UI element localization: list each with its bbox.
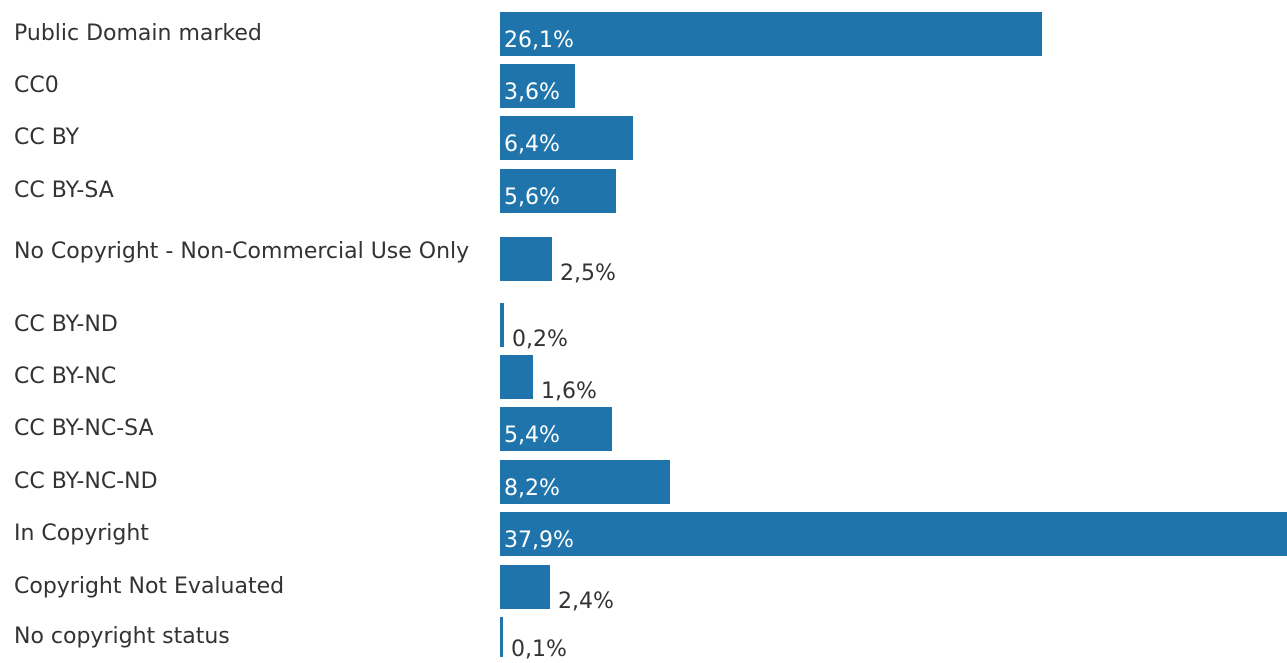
category-label: CC BY bbox=[14, 125, 80, 150]
category-label: CC BY-ND bbox=[14, 312, 118, 337]
value-label: 26,1% bbox=[504, 28, 574, 53]
chart-row: CC BY-NC-ND 8,2% bbox=[0, 460, 1287, 504]
chart-row: Copyright Not Evaluated 2,4% bbox=[0, 565, 1287, 614]
value-label: 6,4% bbox=[504, 132, 560, 157]
value-label: 5,6% bbox=[504, 185, 560, 210]
chart-row: CC BY-ND 0,2% bbox=[0, 303, 1287, 352]
category-label: In Copyright bbox=[14, 521, 149, 546]
bar bbox=[500, 169, 616, 213]
value-label: 0,1% bbox=[511, 637, 567, 662]
chart-row: In Copyright 37,9% bbox=[0, 512, 1287, 556]
category-label: CC BY-NC-SA bbox=[14, 416, 154, 441]
value-label: 2,5% bbox=[560, 261, 616, 286]
bar bbox=[500, 512, 1287, 556]
chart-row: CC BY 6,4% bbox=[0, 116, 1287, 160]
bar bbox=[500, 355, 533, 399]
bar bbox=[500, 617, 503, 657]
category-label: CC0 bbox=[14, 73, 59, 98]
value-label: 8,2% bbox=[504, 476, 560, 501]
chart-row: No copyright status 0,1% bbox=[0, 617, 1287, 662]
category-label: CC BY-NC-ND bbox=[14, 469, 158, 494]
value-label: 0,2% bbox=[512, 327, 568, 352]
bar bbox=[500, 407, 612, 451]
chart-row: CC0 3,6% bbox=[0, 64, 1287, 108]
bar bbox=[500, 64, 575, 108]
chart-row: CC BY-NC-SA 5,4% bbox=[0, 407, 1287, 451]
bar bbox=[500, 116, 633, 160]
value-label: 5,4% bbox=[504, 423, 560, 448]
bar bbox=[500, 565, 550, 609]
chart-row: No Copyright - Non-Commercial Use Only 2,… bbox=[0, 221, 1287, 309]
value-label: 1,6% bbox=[541, 379, 597, 404]
chart-row: CC BY-SA 5,6% bbox=[0, 169, 1287, 213]
category-label: Copyright Not Evaluated bbox=[14, 574, 285, 599]
bar bbox=[500, 237, 552, 281]
bar bbox=[500, 12, 1042, 56]
chart-row: Public Domain marked 26,1% bbox=[0, 12, 1287, 56]
bar bbox=[500, 303, 504, 347]
value-label: 37,9% bbox=[504, 528, 574, 553]
value-label: 3,6% bbox=[504, 80, 560, 105]
category-label: CC BY-NC bbox=[14, 364, 117, 389]
chart-row: CC BY-NC 1,6% bbox=[0, 355, 1287, 404]
value-label: 2,4% bbox=[558, 589, 614, 614]
category-label: No copyright status bbox=[14, 624, 230, 649]
category-label: No Copyright - Non-Commercial Use Only bbox=[14, 239, 470, 264]
bar bbox=[500, 460, 670, 504]
category-label: Public Domain marked bbox=[14, 21, 262, 46]
category-label: CC BY-SA bbox=[14, 178, 114, 203]
